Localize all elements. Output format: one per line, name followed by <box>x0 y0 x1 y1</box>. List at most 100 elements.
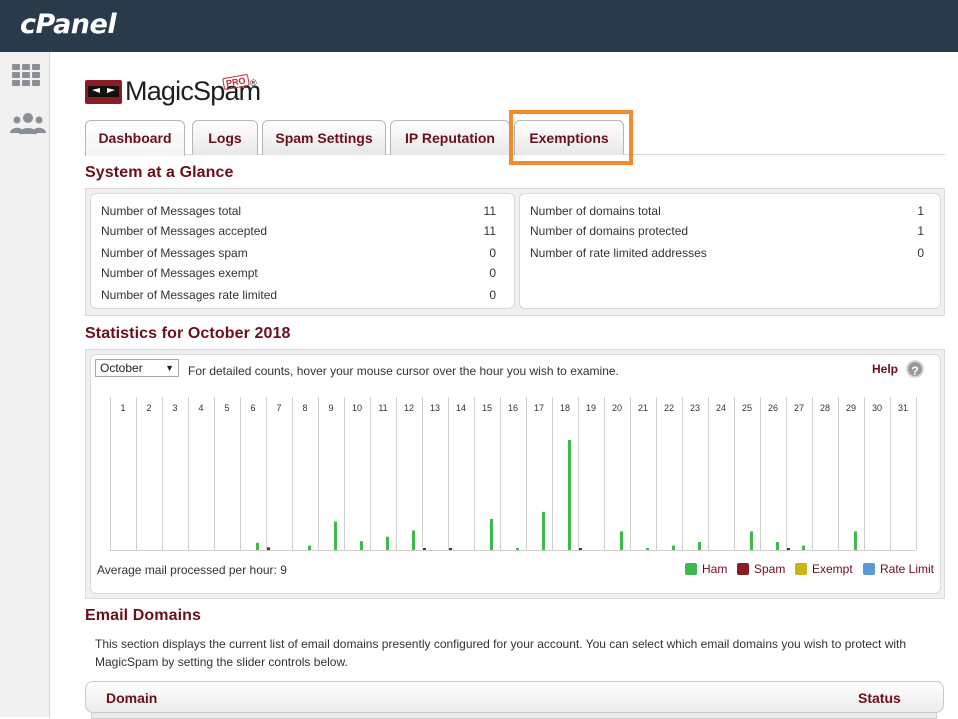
bar-spam <box>423 548 426 550</box>
day-tick-label: 19 <box>586 403 596 413</box>
left-rail <box>0 52 50 717</box>
day-tick-label: 15 <box>482 403 492 413</box>
stat-value: 11 <box>483 204 496 218</box>
help-icon[interactable]: ? <box>906 360 924 378</box>
users-icon[interactable] <box>10 110 46 138</box>
stat-row: Number of Messages rate limited 0 <box>101 288 496 304</box>
stat-value: 11 <box>483 224 496 238</box>
stat-value: 1 <box>917 224 924 238</box>
legend-exempt: Exempt <box>795 562 853 576</box>
system-at-a-glance-title: System at a Glance <box>85 164 234 181</box>
tab-dashboard[interactable]: Dashboard <box>85 120 185 156</box>
bar-ham <box>854 531 857 550</box>
legend-label: Spam <box>754 562 786 576</box>
legend-rate-limit: Rate Limit <box>863 562 934 576</box>
stat-row: Number of Messages exempt 0 <box>101 266 496 282</box>
day-tick-label: 12 <box>404 403 414 413</box>
day-tick-label: 17 <box>534 403 544 413</box>
help-link[interactable]: Help <box>872 362 899 376</box>
domains-table-row <box>91 713 937 719</box>
registered-mark: ® <box>250 78 257 88</box>
bar-ham <box>308 545 311 550</box>
bar-ham <box>776 542 779 550</box>
legend-label: Ham <box>702 562 728 576</box>
day-tick-label: 18 <box>560 403 570 413</box>
day-tick-label: 25 <box>742 403 752 413</box>
stat-value: 0 <box>489 246 496 260</box>
stat-row: Number of rate limited addresses 0 <box>530 246 924 262</box>
bar-ham <box>802 545 805 550</box>
stat-label: Number of Messages rate limited <box>101 288 278 302</box>
ninja-mask-icon <box>85 80 122 104</box>
tab-exemptions[interactable]: Exemptions <box>514 120 624 155</box>
month-select-value: October <box>100 361 143 375</box>
stat-value: 0 <box>917 246 924 260</box>
day-tick-label: 27 <box>794 403 804 413</box>
legend-swatch <box>685 563 697 575</box>
apps-grid-icon[interactable] <box>10 62 42 90</box>
stat-label: Number of domains total <box>530 204 661 218</box>
day-tick-label: 31 <box>898 403 908 413</box>
legend-label: Exempt <box>812 562 853 576</box>
email-domains-title: Email Domains <box>85 607 202 624</box>
day-tick-label: 8 <box>302 403 307 413</box>
day-tick-label: 28 <box>820 403 830 413</box>
tab-logs[interactable]: Logs <box>192 120 258 155</box>
stat-row: Number of Messages total 11 <box>101 204 496 220</box>
day-tick-label: 4 <box>198 403 203 413</box>
column-status[interactable]: Status <box>858 690 901 706</box>
stat-label: Number of Messages accepted <box>101 224 268 238</box>
day-tick-label: 23 <box>690 403 700 413</box>
chart-hint-text: For detailed counts, hover your mouse cu… <box>188 364 619 378</box>
column-domain[interactable]: Domain <box>106 690 158 706</box>
top-bar: cPanel <box>0 0 958 52</box>
bar-ham <box>568 440 571 550</box>
day-tick-label: 21 <box>638 403 648 413</box>
legend-ham: Ham <box>685 562 727 576</box>
bar-spam <box>787 548 790 550</box>
day-tick-label: 29 <box>846 403 856 413</box>
bar-ham <box>542 511 545 550</box>
stat-row: Number of Messages spam 0 <box>101 246 496 262</box>
bar-ham <box>334 521 337 550</box>
day-tick-label: 11 <box>378 403 387 413</box>
messages-stats-box: Number of Messages total 11 Number of Me… <box>90 193 515 309</box>
bar-ham <box>698 542 701 550</box>
statistics-box <box>90 354 941 594</box>
bar-ham <box>412 530 415 550</box>
stat-value: 1 <box>917 204 924 218</box>
stat-label: Number of Messages total <box>101 204 242 218</box>
month-select[interactable]: October ▼ <box>95 359 179 377</box>
day-tick-label: 9 <box>328 403 333 413</box>
legend-swatch <box>863 563 875 575</box>
statistics-panel <box>85 349 945 599</box>
stat-label: Number of rate limited addresses <box>530 246 707 260</box>
bar-ham <box>256 542 259 550</box>
cpanel-logo[interactable]: cPanel <box>20 9 117 40</box>
tab-spam-settings[interactable]: Spam Settings <box>262 120 386 155</box>
bar-spam <box>267 547 270 550</box>
main-content: MagicSpam PRO ® Dashboard Logs Spam Sett… <box>50 52 958 719</box>
day-tick-label: 1 <box>120 403 125 413</box>
stat-value: 0 <box>489 288 496 302</box>
day-tick-label: 16 <box>508 403 518 413</box>
stat-label: Number of Messages spam <box>101 246 248 260</box>
average-per-hour: Average mail processed per hour: 9 <box>97 563 287 577</box>
bar-ham <box>386 536 389 550</box>
stat-row: Number of domains protected 1 <box>530 224 924 240</box>
day-tick-label: 7 <box>276 403 281 413</box>
bar-spam <box>579 548 582 550</box>
legend-swatch <box>795 563 807 575</box>
day-tick-label: 20 <box>612 403 622 413</box>
tab-ip-reputation[interactable]: IP Reputation <box>390 120 510 155</box>
statistics-title: Statistics for October 2018 <box>85 325 291 342</box>
stat-row: Number of domains total 1 <box>530 204 924 220</box>
domains-stats-box: Number of domains total 1 Number of doma… <box>519 193 941 309</box>
day-tick-label: 13 <box>430 403 440 413</box>
day-tick-label: 3 <box>172 403 177 413</box>
day-tick-label: 14 <box>456 403 466 413</box>
day-tick-label: 22 <box>664 403 674 413</box>
day-tick-label: 24 <box>716 403 726 413</box>
bar-ham <box>516 548 519 550</box>
daily-mail-chart: 1 2 3 4 5 6 7 8 9 10 11 12 13 14 15 16 17 18 19 20 21 22 23 24 2… <box>110 397 917 551</box>
